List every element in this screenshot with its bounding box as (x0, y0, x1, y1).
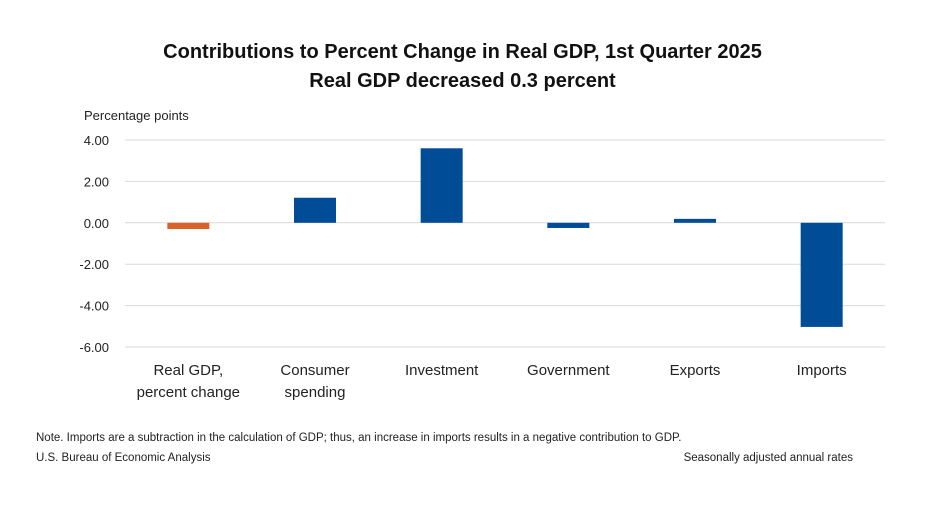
chart-subtitle: Real GDP decreased 0.3 percent (309, 70, 616, 92)
x-tick-label-line: spending (285, 384, 346, 401)
x-tick-label: Government (527, 362, 610, 379)
bar (800, 222, 843, 327)
chart-title-block: Contributions to Percent Change in Real … (0, 38, 925, 96)
y-tick-label: 0.00 (84, 216, 109, 231)
x-tick-label: Imports (797, 362, 847, 379)
x-tick-label: Real GDP, percent change (137, 362, 240, 401)
y-tick-label: -6.00 (79, 340, 109, 355)
y-tick-label: -2.00 (79, 257, 109, 272)
x-tick-label-line: Exports (670, 362, 721, 379)
x-tick-label-line: Imports (797, 362, 847, 379)
x-tick-label: Investment (405, 362, 479, 379)
x-tick-label-line: Investment (405, 362, 479, 379)
x-tick-label-line: Consumer (280, 362, 349, 379)
bar (674, 218, 716, 223)
y-axis-label: Percentage points (84, 108, 189, 123)
y-tick-label: -4.00 (79, 299, 109, 314)
x-tick-label-line: percent change (137, 384, 240, 401)
x-tick-label: Consumer spending (280, 362, 349, 401)
x-tick-label-line: Real GDP, (153, 362, 223, 379)
bar (294, 197, 336, 223)
bar (547, 222, 590, 228)
bar (420, 148, 463, 223)
rates-label: Seasonally adjusted annual rates (683, 452, 853, 464)
source-label: U.S. Bureau of Economic Analysis (36, 452, 211, 464)
y-tick-label: 2.00 (84, 174, 109, 189)
x-tick-label-line: Government (527, 362, 610, 379)
footnote: Note. Imports are a subtraction in the c… (36, 432, 682, 444)
x-tick-label: Exports (670, 362, 721, 379)
y-tick-label: 4.00 (84, 133, 109, 148)
chart-title: Contributions to Percent Change in Real … (163, 41, 762, 63)
bar (167, 222, 210, 230)
